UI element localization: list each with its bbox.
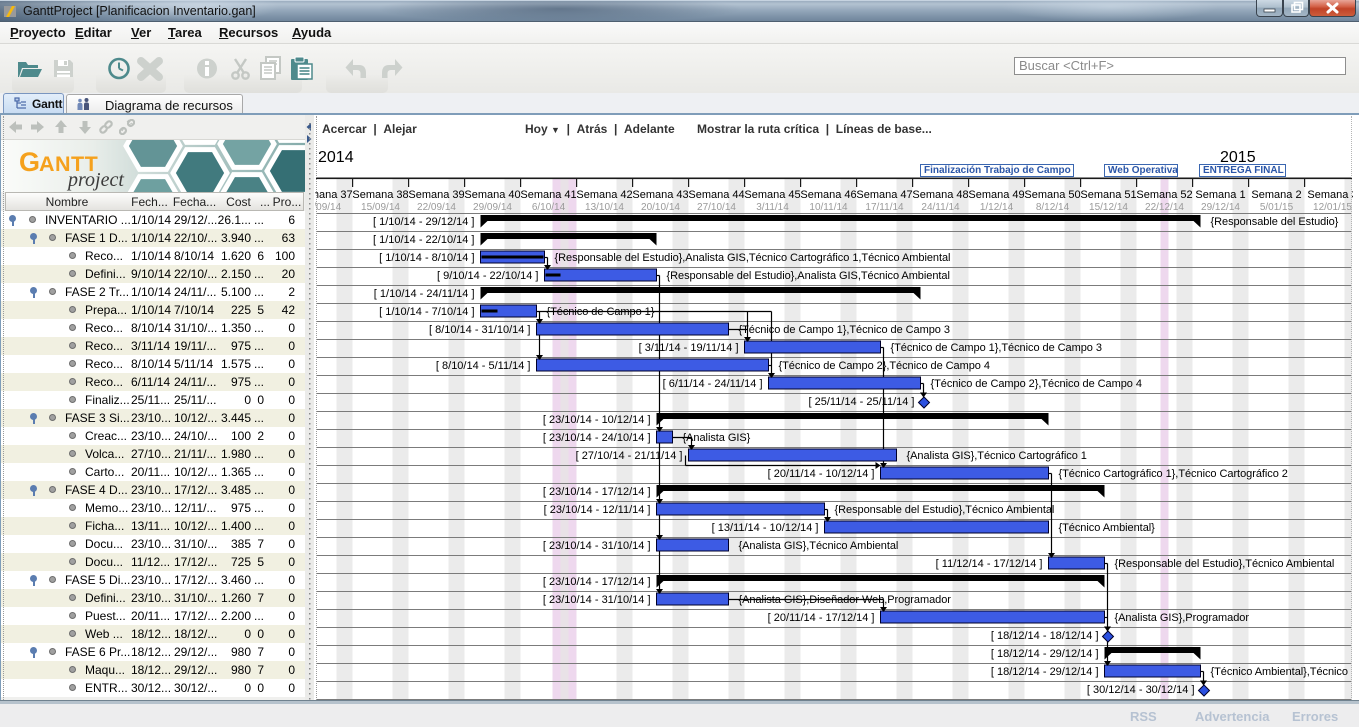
svg-text:ANTT: ANTT xyxy=(39,152,98,176)
svg-text:G: G xyxy=(19,147,40,177)
svg-text:project: project xyxy=(66,169,124,191)
